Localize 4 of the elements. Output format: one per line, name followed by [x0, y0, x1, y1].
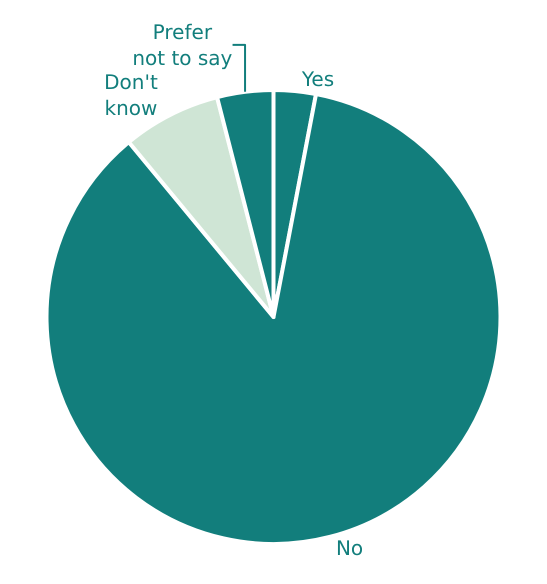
- slice-label: Prefer not to say: [132, 20, 233, 70]
- slice-label: No: [336, 536, 364, 560]
- slice-label: Yes: [300, 67, 334, 92]
- slice-label: Don't know: [104, 70, 158, 120]
